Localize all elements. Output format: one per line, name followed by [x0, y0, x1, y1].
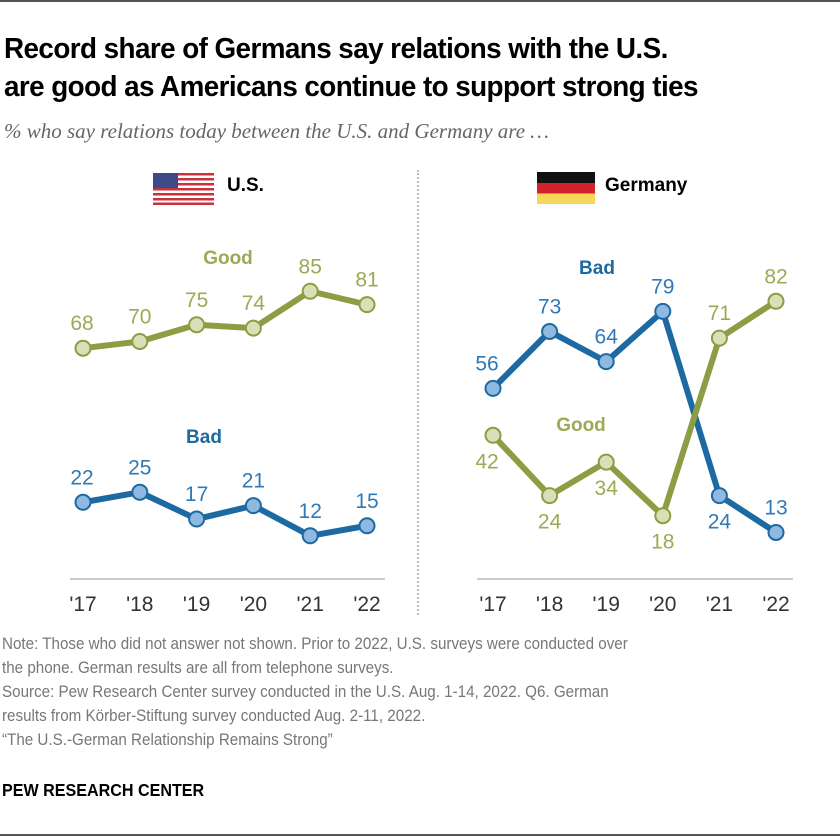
- panel-divider: [417, 170, 419, 615]
- data-label-good: 82: [764, 265, 787, 288]
- data-point-good: [301, 282, 319, 300]
- brand-logo-text: PEW RESEARCH CENTER: [2, 780, 205, 800]
- data-point-bad: [74, 493, 92, 511]
- data-label-good: 85: [299, 255, 322, 278]
- data-point-good: [131, 333, 149, 350]
- panel-us: '17 '18 '19 '20 '21 '22 68 70 75 74 85 81 Good 22 25 17…: [69, 248, 385, 616]
- x-tick-label: '22: [353, 593, 380, 616]
- data-label-bad: 21: [242, 470, 265, 493]
- data-point-bad: [541, 322, 559, 340]
- germany-flag-icon: [537, 172, 595, 204]
- x-tick-label: '21: [706, 593, 733, 616]
- panel-germany: '17 '18 '19 '20 '21 '22 56 73 64 79 24 13 Bad 42 24 34 1…: [475, 258, 793, 616]
- panel-label-germany: Germany: [605, 175, 688, 196]
- data-point-bad: [597, 353, 615, 371]
- x-tick-label: '18: [126, 593, 153, 616]
- series-name-good: Good: [556, 415, 606, 436]
- data-label-bad: 79: [651, 275, 674, 298]
- data-point-good: [188, 316, 206, 334]
- chart-title: Record share of Germans say relations wi…: [4, 30, 801, 106]
- x-tick-label: '20: [240, 593, 267, 616]
- x-tick-label: '18: [536, 593, 563, 616]
- data-label-good: 42: [475, 450, 498, 473]
- bottom-border: [0, 834, 840, 836]
- data-label-good: 34: [595, 477, 619, 500]
- data-point-good: [710, 329, 728, 347]
- panel-label-us: U.S.: [227, 175, 264, 196]
- data-point-bad: [188, 510, 206, 528]
- chart-notes: Note: Those who did not answer not shown…: [2, 632, 766, 752]
- data-point-good: [244, 319, 262, 337]
- data-label-bad: 12: [299, 500, 322, 523]
- series-name-bad: Bad: [579, 258, 615, 279]
- data-label-good: 70: [128, 306, 151, 329]
- data-label-bad: 73: [538, 295, 561, 318]
- series-line-good: [80, 288, 370, 352]
- title-line-1: Record share of Germans say relations wi…: [4, 33, 668, 65]
- note-line-2: the phone. German results are all from t…: [2, 659, 394, 677]
- series-line-good: [490, 298, 779, 519]
- data-label-bad: 64: [595, 326, 619, 349]
- data-point-bad: [767, 523, 785, 541]
- data-label-bad: 25: [128, 456, 151, 479]
- data-point-bad: [654, 302, 672, 320]
- series-line-bad: [80, 489, 370, 539]
- data-label-good: 18: [651, 531, 674, 554]
- data-point-bad: [301, 527, 319, 545]
- top-border: [0, 0, 840, 2]
- data-label-bad: 15: [355, 490, 378, 513]
- data-label-bad: 22: [70, 466, 93, 489]
- data-point-good: [541, 487, 559, 505]
- data-point-good: [74, 339, 92, 357]
- report-title: “The U.S.-German Relationship Remains St…: [2, 731, 333, 749]
- x-tick-label: '21: [297, 593, 324, 616]
- data-label-good: 71: [708, 302, 731, 325]
- data-label-bad: 56: [475, 352, 498, 375]
- data-point-good: [654, 507, 672, 525]
- source-line-1: Source: Pew Research Center survey condu…: [2, 683, 609, 701]
- data-label-good: 68: [70, 312, 93, 335]
- data-point-bad: [710, 487, 728, 505]
- x-tick-label: '19: [593, 593, 620, 616]
- data-label-bad: 24: [708, 511, 732, 534]
- data-point-good: [597, 453, 615, 471]
- data-point-bad: [131, 483, 149, 501]
- data-label-good: 74: [242, 292, 266, 315]
- data-point-good: [767, 292, 785, 310]
- data-point-bad: [358, 517, 376, 535]
- series-name-good: Good: [203, 248, 253, 269]
- us-flag-icon: [153, 173, 214, 205]
- data-label-good: 75: [185, 289, 208, 312]
- series-name-bad: Bad: [186, 427, 222, 448]
- series-line-bad: [490, 308, 779, 536]
- note-line-1: Note: Those who did not answer not shown…: [2, 635, 628, 653]
- data-point-bad: [484, 379, 502, 397]
- data-point-good: [484, 426, 502, 444]
- data-label-good: 81: [355, 269, 378, 292]
- data-point-good: [358, 296, 376, 314]
- data-label-good: 24: [538, 511, 562, 534]
- data-label-bad: 13: [764, 496, 787, 519]
- chart-subtitle: % who say relations today between the U.…: [4, 119, 549, 143]
- x-tick-label: '17: [69, 593, 96, 616]
- data-point-bad: [244, 497, 262, 515]
- data-label-bad: 17: [185, 483, 208, 506]
- x-tick-label: '17: [479, 593, 506, 616]
- x-tick-label: '19: [183, 593, 210, 616]
- x-tick-label: '20: [649, 593, 676, 616]
- x-tick-label: '22: [762, 593, 789, 616]
- source-line-2: results from Körber-Stiftung survey cond…: [2, 707, 426, 725]
- title-line-2: are good as Americans continue to suppor…: [4, 71, 699, 103]
